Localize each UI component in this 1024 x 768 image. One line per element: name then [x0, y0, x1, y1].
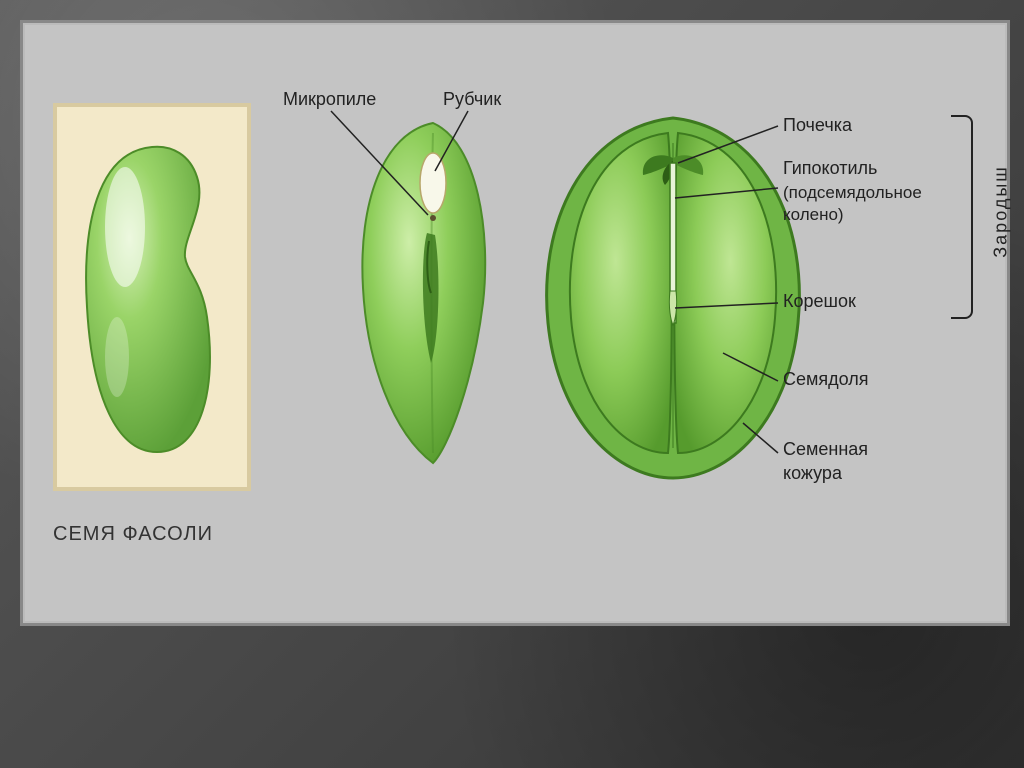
- label-hypocotyl-2: (подсемядольное: [783, 183, 922, 203]
- label-seedcoat-2: кожура: [783, 463, 842, 484]
- label-hypocotyl-1: Гипокотиль: [783, 158, 877, 179]
- label-hilum: Рубчик: [443, 89, 501, 110]
- label-radicle: Корешок: [783, 291, 856, 312]
- embryo-bracket-label: Зародыш: [991, 165, 1012, 257]
- label-micropyle: Микропиле: [283, 89, 376, 110]
- open-bean-svg: [523, 103, 823, 503]
- front-bean-svg: [323, 113, 543, 493]
- caption: СЕМЯ ФАСОЛИ: [53, 523, 213, 546]
- label-hypocotyl-3: колено): [783, 205, 844, 225]
- label-seedcoat-1: Семенная: [783, 439, 868, 460]
- label-cotyledon: Семядоля: [783, 369, 869, 390]
- embryo-bracket: [951, 115, 973, 319]
- diagram-panel: СЕМЯ ФАСОЛИ: [20, 20, 1010, 626]
- app-frame: СЕМЯ ФАСОЛИ: [0, 0, 1024, 768]
- whole-bean-svg: [57, 107, 247, 487]
- whole-bean-box: [53, 103, 251, 491]
- label-plumule: Почечка: [783, 115, 852, 136]
